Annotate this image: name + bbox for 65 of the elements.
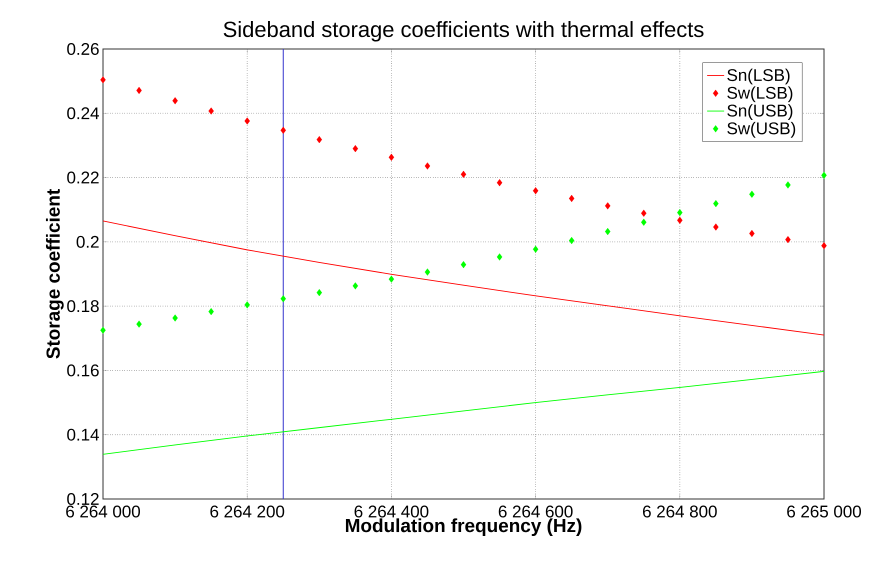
point [460,170,466,178]
x-tick-label: 6 264 800 [643,506,717,518]
legend-label: Sw(USB) [727,122,796,138]
point [280,295,286,302]
x-tick-label: 6 264 400 [354,506,428,518]
chart-title: Sideband storage coefficients with thermal effects [224,21,704,42]
point [568,236,574,244]
x-tick-label: 6 264 000 [66,506,140,518]
point [821,172,827,179]
point [785,236,791,244]
y-tick-label: 0.12 [67,492,99,505]
legend-label: Sn(LSB) [727,68,790,84]
point [388,276,394,283]
point [244,117,250,125]
x-tick-label: 6 264 200 [210,506,284,518]
point [172,97,178,104]
x-axis-title: Modulation frequency (Hz) [346,518,582,536]
point [604,202,610,210]
point [821,242,827,250]
point [424,268,430,276]
y-tick-label: 0.24 [67,107,99,120]
point [136,320,142,328]
point [749,190,755,198]
point [244,301,250,308]
point [532,246,538,253]
point [713,200,719,208]
y-tick-label: 0.22 [67,172,99,184]
point [100,76,106,84]
point [208,107,214,115]
point [532,187,538,194]
legend-label: Sw(LSB) [727,86,792,102]
y-tick-label: 0.14 [67,428,99,441]
point [136,86,142,94]
point [316,289,322,296]
point [100,326,106,334]
point [208,308,214,316]
point [388,154,394,161]
y-tick-label: 0.2 [76,236,99,248]
point [641,218,646,226]
point [749,230,755,238]
point [677,216,683,224]
point [496,253,502,261]
point [316,136,322,144]
y-tick-label: 0.18 [67,300,99,312]
point [641,210,646,217]
y-axis-title: Storage coefficient [46,189,64,359]
point [713,223,719,231]
point [568,194,574,202]
x-tick-label: 6 264 600 [498,506,573,518]
point [172,314,178,322]
point [496,179,502,186]
point [677,209,683,216]
point [460,261,466,268]
x-tick-label: 6 265 000 [787,506,861,518]
point [604,228,610,236]
point [352,282,358,290]
point [352,145,358,152]
line-series [103,370,824,455]
point [785,181,791,189]
legend-label: Sn(USB) [727,104,792,120]
line-series [103,220,824,336]
y-tick-label: 0.16 [67,364,99,376]
point [424,162,430,170]
point [280,126,286,134]
y-tick-label: 0.26 [67,42,99,55]
